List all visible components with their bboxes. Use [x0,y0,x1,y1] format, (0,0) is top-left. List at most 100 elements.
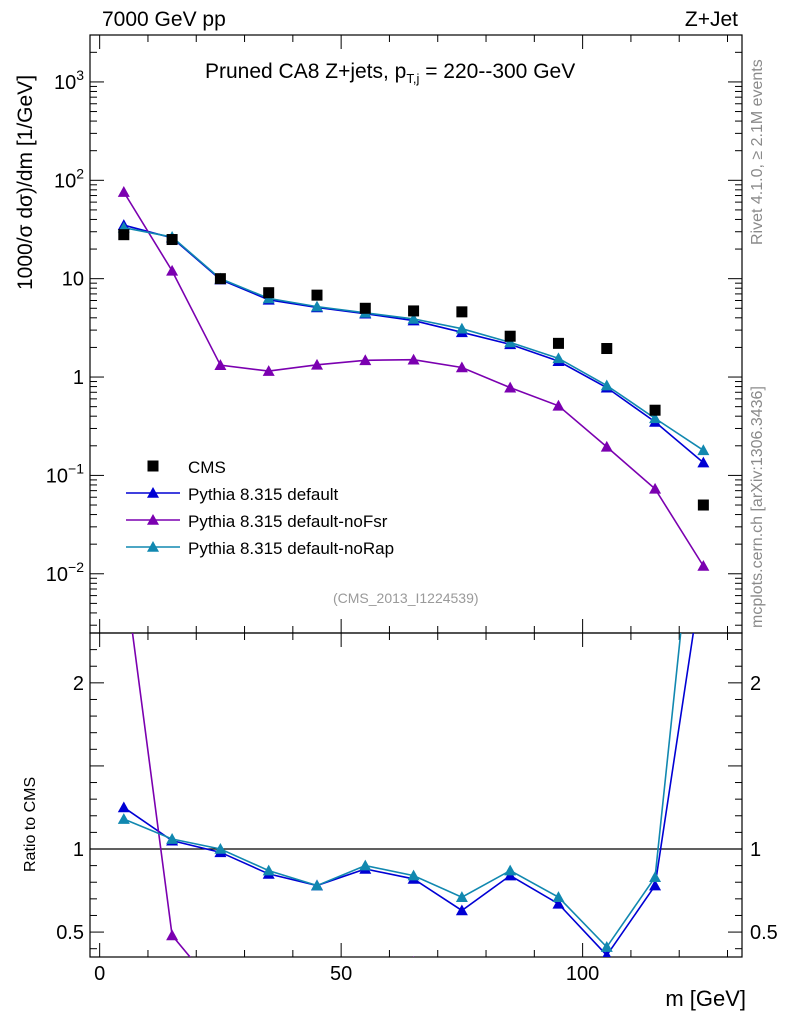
ratio-series-point [504,959,516,970]
cms-data-points [118,229,709,511]
ratio-series-point [649,879,662,891]
ratio-y-tick-label: 1 [73,839,84,861]
ratio-panel-frame [89,632,743,958]
ratio-series-point [262,864,275,876]
cms-data-point [214,273,226,285]
ratio-series-point [118,561,130,572]
ratio-series-point [359,859,372,871]
ratio-series-point [214,988,226,999]
main-series-point [455,322,468,334]
ratio-series-point [166,929,179,941]
ratio-series-point [552,897,565,909]
main-series-point [407,353,420,365]
ratio-series-point [697,411,709,422]
legend-marker [147,487,159,498]
main-series-point [310,358,323,370]
ratio-y-tick-label-right: 0.5 [750,922,778,944]
ratio-series-0 [117,633,695,957]
ratio-series-point [455,904,468,916]
main-series-point [600,379,613,391]
y-tick-base: 10 [54,170,76,192]
process-label: Z+Jet [684,8,738,31]
main-y-tick-label: 10 [62,269,84,291]
main-series-point [697,444,710,456]
cms-data-point [359,302,371,314]
ratio-series-point [601,993,613,1004]
ratio-series-point [407,869,420,881]
cms-data-point [649,404,661,416]
cms-data-point [601,343,613,355]
main-series-line [123,226,704,451]
y-tick-base: 1 [73,367,84,389]
x-tick-label: 50 [330,963,352,985]
rivet-version-label: Rivet 4.1.0, ≥ 2.1M events [749,59,766,245]
title-suffix: = 220--300 GeV [419,60,576,83]
ratio-series-1 [118,561,709,1004]
main-series-point [504,336,517,348]
y-tick-exponent: −2 [68,559,84,575]
legend-label: Pythia 8.315 default [188,485,339,504]
mcplots-source-label: mcplots.cern.ch [arXiv:1306.3436] [749,386,766,628]
legend: CMS Pythia 8.315 default Pythia 8.315 defa… [126,458,394,558]
cms-data-point [263,287,275,299]
main-series-point [407,312,420,324]
cms-data-point [118,229,130,241]
cms-data-point [311,289,323,301]
main-series-point [117,186,130,197]
main-series-point [649,412,662,424]
main-series-point [504,381,517,393]
ratio-series-point [697,969,709,980]
y-tick-base: 10 [62,269,84,291]
cms-data-point [504,330,516,342]
ratio-series-point [504,864,517,876]
x-tick-label: 0 [94,963,105,985]
main-series-point [697,559,710,571]
main-series-point [214,359,227,370]
main-series-line [123,224,704,464]
ratio-series-point [600,941,613,952]
ratio-series-point [649,871,662,883]
energy-label: 7000 GeV pp [102,8,226,31]
ratio-series-point [117,813,130,824]
ratio-series-point [413,955,415,957]
y-tick-base: 10 [54,72,76,94]
ratio-y-tick-label-right: 2 [750,673,761,695]
legend-marker [147,514,159,525]
main-y-tick-label: 1 [73,367,84,389]
cms-data-point [166,234,178,246]
main-series-point [552,352,565,364]
analysis-watermark: (CMS_2013_I1224539) [333,590,479,606]
ratio-series-point [602,949,612,957]
ratio-y-axis-label: Ratio to CMS [22,776,39,872]
ratio-series-line [123,633,695,957]
main-series-point [310,300,323,312]
x-axis-label: m [GeV] [665,986,746,1011]
main-y-axis-label: 1000/σ dσ)/dm [1/GeV] [14,74,37,290]
ratio-series-point [214,843,227,854]
cms-data-point [408,305,420,317]
main-series-point [455,361,468,373]
ratio-series-point [455,891,468,902]
ratio-series-point [456,964,468,975]
x-tick-label: 100 [566,963,599,985]
main-series-point [359,354,372,366]
y-tick-exponent: 3 [76,67,84,83]
main-series-1 [117,186,710,571]
title-text: Pruned CA8 Z+jets, p [205,60,407,83]
ratio-series-point [263,983,275,994]
cms-data-point [552,337,564,349]
ratio-series-point [649,983,661,994]
main-series-point [600,440,613,452]
cms-data-point [456,306,468,318]
cms-data-point [697,499,709,511]
legend-cms-marker [147,460,159,472]
main-series-line [123,191,705,567]
legend-label: Pythia 8.315 default-noFsr [188,512,388,531]
ratio-series-point [552,891,565,902]
ratio-series-point [117,801,130,813]
ratio-series-point [166,833,179,844]
y-tick-base: 10 [46,564,68,586]
ratio-series-2 [117,411,709,952]
